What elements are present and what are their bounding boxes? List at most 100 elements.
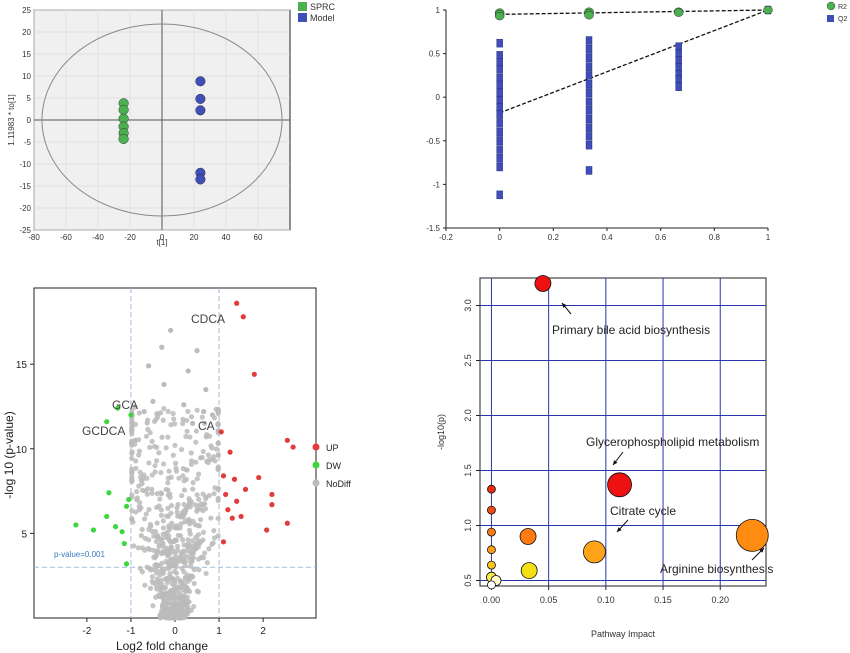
nodiff-point [168,422,174,428]
dw-point [90,527,97,533]
dw-point [123,503,130,509]
nodiff-point [177,590,183,597]
pathway-plot-y-label: -log10(p) [436,414,446,450]
x-tick-label: -60 [60,233,72,242]
nodiff-point [156,450,162,456]
q2-point [585,106,593,115]
nodiff-point [158,507,164,513]
nodiff-point [203,496,209,502]
volcano-plot-points [73,300,296,621]
nodiff-point [181,402,187,408]
nodiff-point [151,533,157,539]
q2-point [585,140,593,150]
nodiff-point [166,565,173,571]
nodiff-point [150,398,156,404]
q2-point [585,88,593,98]
y-tick-label: 5 [27,94,32,103]
x-tick-label: 0.05 [540,595,558,605]
nodiff-point [158,551,164,557]
q2-point [585,36,593,45]
y-tick-label: 0 [27,116,32,125]
nodiff-point [146,506,152,513]
nodiff-point [190,555,197,561]
nodiff-point [161,381,167,388]
up-point [234,300,240,306]
x-tick-label: -0.2 [439,233,453,242]
x-tick-label: 0.20 [711,595,729,605]
nodiff-point [175,513,181,519]
y-tick-label: -1.5 [426,224,440,233]
legend-label-up: UP [326,443,339,453]
score-plot-points [118,76,206,185]
nodiff-point [135,545,141,551]
y-tick-label: 0 [436,93,441,102]
nodiff-point [149,490,155,496]
up-point [284,437,290,443]
nodiff-point [163,530,169,537]
nodiff-point [171,555,177,561]
nodiff-point [185,599,191,606]
nodiff-point [204,431,210,438]
legend-label-q2: Q2 [838,16,847,23]
q2-point [585,71,593,80]
nodiff-point [157,496,163,502]
nodiff-point [173,594,179,600]
nodiff-point [196,471,202,477]
nodiff-point [188,458,195,464]
nodiff-point [209,412,216,418]
q2-point [496,110,503,119]
r2-point [673,8,684,17]
nodiff-point [200,537,206,543]
nodiff-point [184,587,190,593]
q2-point [496,119,503,128]
up-point [284,520,290,526]
nodiff-point [181,478,187,484]
y-tick-label: -1 [433,180,441,189]
up-point [251,371,257,377]
nodiff-point [193,534,199,541]
dw-point [123,561,130,567]
nodiff-point [154,576,160,582]
y-tick-label: 25 [22,6,31,15]
x-tick-label: 60 [254,233,263,242]
nodiff-point [188,550,194,556]
nodiff-point [165,598,171,604]
nodiff-point [203,386,209,393]
nodiff-point [149,574,155,580]
up-point [229,515,235,521]
nodiff-point [148,567,154,573]
nodiff-point [178,599,184,605]
up-point [264,527,270,533]
score-plot-y-label: 1.11983 * to[1] [7,94,16,145]
permutation-plot-regression-lines [499,9,769,114]
pathway-bubble [487,484,496,494]
nodiff-point [204,560,211,566]
y-tick-label: 15 [16,360,28,371]
nodiff-point [175,501,181,508]
q2-point [496,162,503,172]
y-tick-label: -10 [19,160,31,169]
annotation-cdca: CDCA [191,312,225,326]
pathway-bubble [520,562,538,579]
nodiff-point [143,511,149,517]
nodiff-point [182,562,189,569]
nodiff-point [142,547,148,553]
pathway-bubble [487,580,496,590]
up-point [225,507,231,513]
up-point [242,486,249,492]
nodiff-point [144,417,151,423]
nodiff-point [211,491,217,497]
nodiff-point [171,608,178,614]
nodiff-point [194,348,200,354]
nodiff-point [142,535,148,542]
nodiff-point [163,445,169,451]
nodiff-point [165,487,171,493]
nodiff-point [170,548,176,554]
legend-swatch-sprc [298,2,307,11]
nodiff-point [146,460,152,466]
legend-label-r2: R2 [838,4,847,11]
x-tick-label: 0.15 [654,595,672,605]
q2-point [585,53,593,63]
score-point-model [195,105,206,116]
